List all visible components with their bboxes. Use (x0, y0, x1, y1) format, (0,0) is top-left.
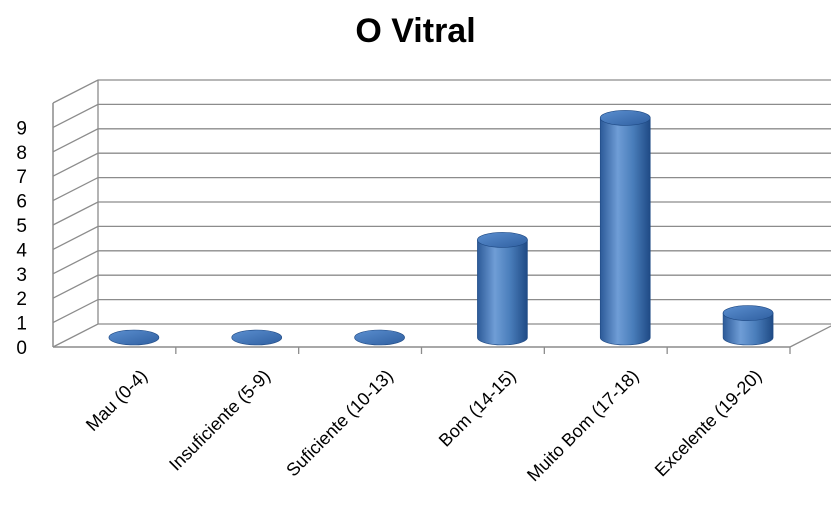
x-tick-label: Suficiente (10-13) (282, 366, 397, 481)
x-tick-label: Insuficiente (5-9) (165, 366, 274, 475)
bar-top (722, 305, 774, 321)
gridline (52, 323, 831, 348)
bar-top (599, 110, 651, 126)
bar-top (354, 329, 405, 346)
gridline (52, 103, 831, 128)
labels: 0 1 2 3 4 5 6 7 8 9 Mau (0-4) Insuficiente (5-9) Suf… (16, 118, 765, 485)
y-tick-label: 9 (16, 118, 27, 139)
y-tick-label: 7 (16, 167, 27, 188)
bar-body (722, 312, 774, 346)
axes (52, 103, 791, 354)
bars (108, 110, 774, 346)
gridline (52, 298, 831, 324)
bar-top (231, 329, 283, 346)
bar (599, 110, 651, 346)
x-tick-label: Excelente (19-20) (651, 366, 766, 481)
y-tick-label: 6 (16, 192, 27, 213)
x-tick-label: Muito Bom (17-18) (523, 366, 643, 486)
y-tick-label: 1 (16, 314, 27, 335)
chart-title: O Vitral (355, 12, 476, 50)
y-tick-label: 5 (16, 216, 27, 237)
bar (354, 329, 405, 346)
bar (108, 329, 160, 346)
x-tick-label: Mau (0-4) (82, 366, 151, 435)
y-tick-label: 2 (16, 289, 27, 310)
gridline (52, 274, 831, 299)
y-tick-label: 0 (16, 338, 27, 359)
bar-body (599, 117, 651, 346)
bar (477, 232, 528, 346)
gridline (52, 79, 831, 104)
gridline (52, 201, 831, 226)
x-tick-label: Bom (14-15) (435, 366, 520, 451)
bar (722, 305, 774, 346)
y-tick-label: 3 (16, 265, 27, 286)
y-tick-label: 4 (16, 240, 27, 261)
gridline (52, 152, 831, 177)
grid (52, 79, 831, 348)
gridline (52, 250, 831, 275)
bar-top (477, 232, 528, 248)
bar (231, 329, 283, 346)
gridline (52, 225, 831, 250)
bar-top (108, 329, 160, 346)
bar-body (477, 239, 528, 346)
gridline (52, 176, 831, 202)
gridline (52, 128, 831, 153)
floor-edge (789, 325, 831, 348)
y-tick-label: 8 (16, 143, 27, 164)
